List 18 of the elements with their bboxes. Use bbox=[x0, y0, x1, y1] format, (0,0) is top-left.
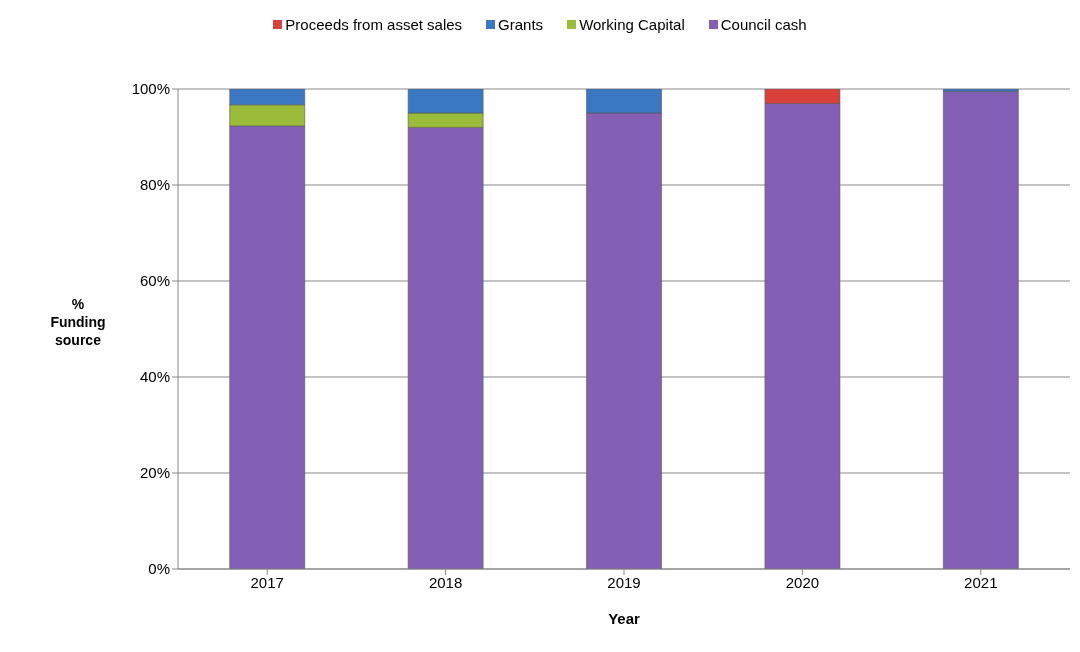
y-tick-label: 20% bbox=[139, 464, 170, 482]
x-tick-label: 2021 bbox=[964, 573, 998, 591]
bar bbox=[943, 91, 1019, 569]
x-tick-label: 2019 bbox=[607, 573, 641, 591]
y-tick-label: 100% bbox=[131, 80, 170, 98]
y-tick-label: 0% bbox=[148, 560, 170, 578]
legend-label: Council cash bbox=[719, 16, 807, 33]
x-tick-label: 2018 bbox=[428, 573, 463, 591]
legend-label: Grants bbox=[497, 16, 544, 33]
legend-label: Proceeds from asset sales bbox=[284, 16, 463, 33]
legend-label: Working Capital bbox=[578, 16, 685, 33]
y-tick-label: 60% bbox=[139, 272, 170, 290]
y-tick-label: 40% bbox=[139, 368, 170, 386]
x-tick-label: 2020 bbox=[785, 573, 820, 591]
x-tick-label: 2017 bbox=[250, 573, 284, 591]
x-axis-title: Year bbox=[608, 610, 641, 627]
y-tick-label: 80% bbox=[139, 176, 170, 194]
y-axis-title: % Funding source bbox=[50, 296, 106, 348]
